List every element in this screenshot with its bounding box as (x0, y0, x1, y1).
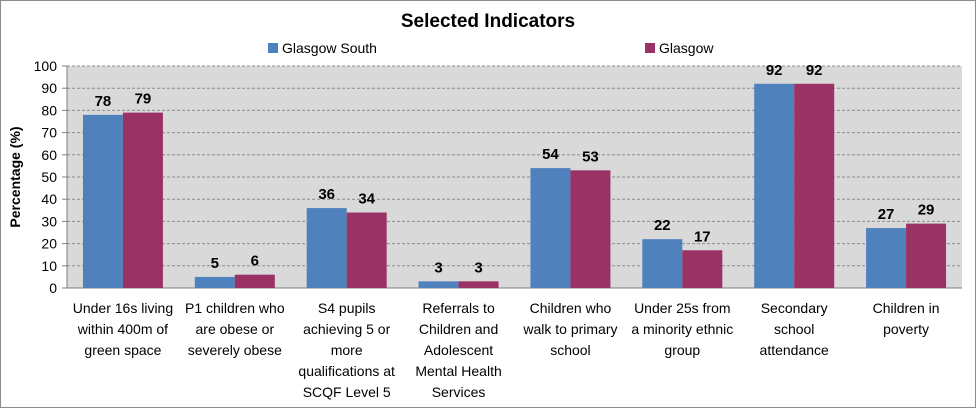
data-label: 27 (878, 206, 895, 223)
data-label: 92 (806, 62, 823, 79)
x-category-label: Children in (873, 300, 940, 316)
legend-label: Glasgow South (282, 40, 377, 56)
x-category-label: a minority ethnic (631, 321, 733, 337)
chart-title: Selected Indicators (401, 11, 575, 32)
x-category-label: Secondary (761, 300, 828, 316)
y-tick-label: 0 (49, 280, 57, 296)
data-label: 54 (542, 146, 559, 163)
y-tick-label: 90 (41, 80, 57, 96)
x-category-label: Children who (530, 300, 612, 316)
y-tick-label: 80 (41, 102, 57, 118)
bar-glasgow-south (530, 168, 571, 288)
bar-glasgow-south (642, 239, 683, 288)
bar-glasgow (570, 170, 611, 288)
data-label: 17 (694, 228, 711, 245)
legend-label: Glasgow (659, 40, 714, 56)
data-label: 79 (135, 91, 152, 108)
bar-glasgow (794, 83, 835, 288)
data-label: 29 (918, 202, 935, 219)
bar-glasgow-south (866, 228, 907, 288)
bar-glasgow (906, 223, 947, 288)
bar-glasgow (234, 274, 275, 288)
x-category-label: SCQF Level 5 (303, 384, 391, 400)
data-label: 78 (95, 93, 112, 110)
data-label: 3 (474, 259, 482, 276)
x-category-label: achieving 5 or (303, 321, 391, 337)
bar-glasgow-south (82, 114, 123, 288)
data-label: 22 (654, 217, 671, 234)
data-label: 5 (211, 255, 219, 272)
data-label: 36 (318, 186, 335, 203)
bar-glasgow (122, 112, 163, 289)
data-label: 92 (766, 62, 783, 79)
bar-glasgow-south (306, 208, 347, 288)
x-category-label: Adolescent (424, 342, 493, 358)
bar-glasgow (458, 281, 499, 288)
x-category-label: qualifications at (298, 363, 395, 379)
data-label: 6 (251, 253, 259, 270)
y-tick-label: 60 (41, 147, 57, 163)
x-category-label: group (664, 342, 700, 358)
y-axis-label: Percentage (%) (7, 126, 23, 227)
x-category-label: green space (84, 342, 161, 358)
y-tick-label: 100 (34, 58, 58, 74)
data-label: 34 (358, 191, 375, 208)
bar-glasgow (346, 212, 387, 288)
x-category-label: poverty (883, 321, 929, 337)
x-category-label: S4 pupils (318, 300, 376, 316)
data-label: 3 (434, 259, 442, 276)
x-category-label: P1 children who (185, 300, 285, 316)
y-tick-label: 40 (41, 191, 57, 207)
y-tick-label: 70 (41, 125, 57, 141)
x-category-label: more (331, 342, 363, 358)
x-category-label: are obese or (196, 321, 275, 337)
legend-swatch-glasgow-south (268, 43, 278, 53)
y-tick-label: 10 (41, 258, 57, 274)
x-category-label: Under 16s living (73, 300, 173, 316)
y-tick-label: 20 (41, 236, 57, 252)
x-category-label: severely obese (188, 342, 282, 358)
bar-glasgow-south (194, 276, 235, 288)
x-category-label: Mental Health (415, 363, 501, 379)
x-category-label: walk to primary (522, 321, 617, 337)
bar-glasgow (682, 250, 723, 288)
y-tick-label: 30 (41, 213, 57, 229)
x-category-label: school (774, 321, 814, 337)
x-category-label: Referrals to (422, 300, 495, 316)
x-category-label: attendance (760, 342, 829, 358)
y-tick-label: 50 (41, 169, 57, 185)
x-category-label: school (550, 342, 590, 358)
legend-swatch-glasgow (645, 43, 655, 53)
bar-glasgow-south (754, 83, 795, 288)
x-category-label: Under 25s from (634, 300, 730, 316)
data-label: 53 (582, 148, 599, 165)
x-category-label: Services (432, 384, 486, 400)
bar-glasgow-south (418, 281, 459, 288)
x-category-label: Children and (419, 321, 498, 337)
x-category-label: within 400m of (77, 321, 168, 337)
